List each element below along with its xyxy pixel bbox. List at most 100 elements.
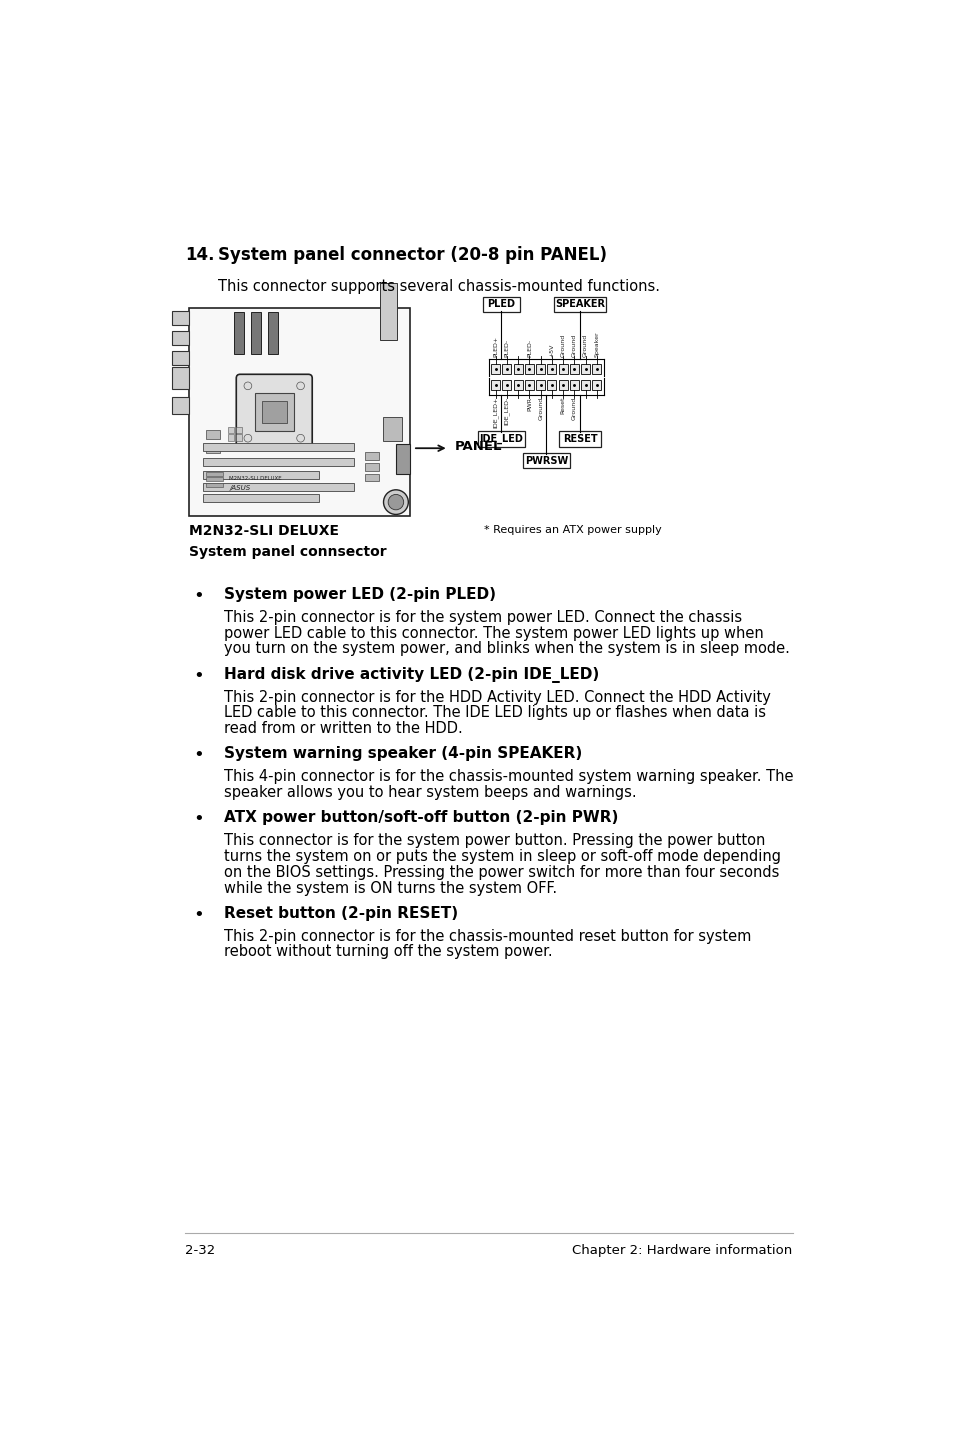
Bar xyxy=(172,397,189,414)
Text: /ASUS: /ASUS xyxy=(229,485,251,492)
Text: System panel connsector: System panel connsector xyxy=(189,545,386,559)
Bar xyxy=(491,364,499,374)
Text: This 4-pin connector is for the chassis-mounted system warning speaker. The: This 4-pin connector is for the chassis-… xyxy=(224,769,793,784)
Circle shape xyxy=(388,495,403,510)
Text: +5V: +5V xyxy=(549,344,554,358)
Text: •: • xyxy=(193,667,204,684)
Text: PWRSW: PWRSW xyxy=(524,456,567,466)
Bar xyxy=(592,380,600,391)
Text: while the system is ON turns the system OFF.: while the system is ON turns the system … xyxy=(224,880,557,896)
Text: IDE_LED-: IDE_LED- xyxy=(503,397,509,424)
Bar xyxy=(172,331,189,345)
Text: M2N32-SLI DELUXE: M2N32-SLI DELUXE xyxy=(189,523,338,538)
Text: turns the system on or puts the system in sleep or soft-off mode depending: turns the system on or puts the system i… xyxy=(224,848,781,864)
Text: Ground: Ground xyxy=(571,334,577,358)
Bar xyxy=(365,473,378,482)
Bar xyxy=(365,452,378,460)
FancyBboxPatch shape xyxy=(558,431,600,447)
Bar xyxy=(592,364,600,374)
Text: •: • xyxy=(193,906,204,923)
Text: Reset button (2-pin RESET): Reset button (2-pin RESET) xyxy=(224,906,457,920)
Bar xyxy=(235,427,241,433)
Text: * Requires an ATX power supply: * Requires an ATX power supply xyxy=(483,525,660,535)
Text: ATX power button/soft-off button (2-pin PWR): ATX power button/soft-off button (2-pin … xyxy=(224,810,618,825)
Bar xyxy=(569,380,578,391)
Bar xyxy=(254,393,294,431)
Text: PANEL: PANEL xyxy=(455,440,502,453)
Text: LED cable to this connector. The IDE LED lights up or flashes when data is: LED cable to this connector. The IDE LED… xyxy=(224,706,765,720)
Text: power LED cable to this connector. The system power LED lights up when: power LED cable to this connector. The s… xyxy=(224,626,762,641)
Text: read from or written to the HDD.: read from or written to the HDD. xyxy=(224,722,462,736)
Bar xyxy=(206,430,220,439)
Text: •: • xyxy=(193,746,204,764)
Text: M2N32-SLI DELUXE: M2N32-SLI DELUXE xyxy=(229,476,282,480)
Text: IDE_LED+: IDE_LED+ xyxy=(493,397,498,429)
Text: System panel connector (20-8 pin PANEL): System panel connector (20-8 pin PANEL) xyxy=(217,246,606,265)
Bar xyxy=(206,477,223,482)
Bar xyxy=(580,364,590,374)
Text: 2-32: 2-32 xyxy=(185,1244,215,1257)
Bar xyxy=(203,459,354,466)
Bar xyxy=(513,364,522,374)
Text: you turn on the system power, and blinks when the system is in sleep mode.: you turn on the system power, and blinks… xyxy=(224,641,789,657)
Bar xyxy=(382,417,402,440)
Bar xyxy=(536,364,544,374)
Bar xyxy=(261,401,286,423)
Text: Hard disk drive activity LED (2-pin IDE_LED): Hard disk drive activity LED (2-pin IDE_… xyxy=(224,667,598,683)
Bar xyxy=(189,308,410,516)
Circle shape xyxy=(296,434,304,441)
Bar xyxy=(395,444,410,473)
Text: System warning speaker (4-pin SPEAKER): System warning speaker (4-pin SPEAKER) xyxy=(224,746,581,761)
Bar xyxy=(228,434,233,440)
Text: This connector is for the system power button. Pressing the power button: This connector is for the system power b… xyxy=(224,833,764,848)
Bar xyxy=(233,312,244,354)
Text: Reset: Reset xyxy=(560,397,565,414)
Bar xyxy=(172,367,189,388)
Text: This 2-pin connector is for the HDD Activity LED. Connect the HDD Activity: This 2-pin connector is for the HDD Acti… xyxy=(224,690,770,705)
Bar xyxy=(203,443,354,450)
Text: System power LED (2-pin PLED): System power LED (2-pin PLED) xyxy=(224,587,496,603)
Text: RESET: RESET xyxy=(562,434,597,444)
Bar xyxy=(491,380,499,391)
Text: This 2-pin connector is for the system power LED. Connect the chassis: This 2-pin connector is for the system p… xyxy=(224,610,741,626)
Text: 14.: 14. xyxy=(185,246,214,265)
Text: Speaker: Speaker xyxy=(594,332,598,358)
Bar xyxy=(502,364,511,374)
Text: Ground: Ground xyxy=(537,397,542,420)
Bar xyxy=(536,380,544,391)
Text: IDE_LED: IDE_LED xyxy=(479,434,522,444)
Text: PLED-: PLED- xyxy=(504,339,509,358)
Bar xyxy=(268,312,278,354)
Text: PWR: PWR xyxy=(526,397,532,411)
Bar xyxy=(235,434,241,440)
Text: on the BIOS settings. Pressing the power switch for more than four seconds: on the BIOS settings. Pressing the power… xyxy=(224,864,779,880)
Bar xyxy=(547,380,556,391)
Bar xyxy=(558,364,567,374)
Bar xyxy=(558,380,567,391)
Bar xyxy=(203,472,319,479)
Bar xyxy=(172,351,189,365)
FancyBboxPatch shape xyxy=(482,296,519,312)
Bar xyxy=(203,483,354,490)
Text: This 2-pin connector is for the chassis-mounted reset button for system: This 2-pin connector is for the chassis-… xyxy=(224,929,750,943)
Bar xyxy=(203,495,319,502)
Bar xyxy=(513,380,522,391)
Circle shape xyxy=(296,383,304,390)
Text: Ground: Ground xyxy=(571,397,577,420)
Bar xyxy=(365,463,378,470)
Bar xyxy=(547,364,556,374)
Bar xyxy=(580,380,590,391)
Text: PLED-: PLED- xyxy=(526,339,532,358)
Bar xyxy=(206,472,223,476)
Bar xyxy=(380,283,397,341)
Bar xyxy=(172,311,189,325)
Text: •: • xyxy=(193,810,204,828)
Circle shape xyxy=(244,383,252,390)
Text: PLED+: PLED+ xyxy=(493,336,497,358)
FancyBboxPatch shape xyxy=(522,453,569,469)
Circle shape xyxy=(244,434,252,441)
Text: PLED: PLED xyxy=(487,299,515,309)
Text: speaker allows you to hear system beeps and warnings.: speaker allows you to hear system beeps … xyxy=(224,785,636,800)
Bar xyxy=(251,312,261,354)
Circle shape xyxy=(383,490,408,515)
